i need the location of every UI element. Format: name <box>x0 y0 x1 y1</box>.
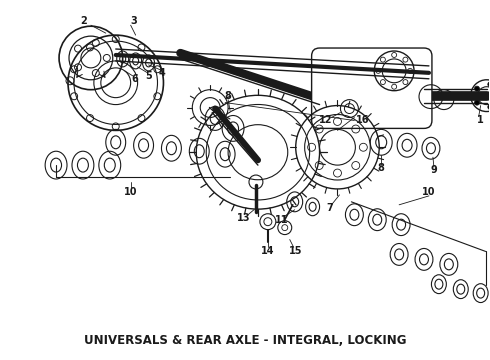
Text: 13: 13 <box>237 213 251 223</box>
Text: 14: 14 <box>261 247 274 256</box>
Text: 10: 10 <box>422 187 436 197</box>
Text: 2: 2 <box>80 16 87 26</box>
Text: 5: 5 <box>145 71 152 81</box>
Text: 3: 3 <box>130 16 137 26</box>
Text: 10: 10 <box>124 187 137 197</box>
Text: 4: 4 <box>159 68 166 78</box>
Text: 7: 7 <box>326 203 333 213</box>
Circle shape <box>488 104 490 109</box>
Text: UNIVERSALS & REAR AXLE - INTEGRAL, LOCKING: UNIVERSALS & REAR AXLE - INTEGRAL, LOCKI… <box>84 334 406 347</box>
Text: 8: 8 <box>378 163 385 173</box>
Circle shape <box>474 86 479 91</box>
Text: 11: 11 <box>275 215 289 225</box>
Text: 6: 6 <box>131 74 138 84</box>
Text: 16: 16 <box>356 116 369 126</box>
Text: 9: 9 <box>431 165 437 175</box>
Text: 1: 1 <box>477 116 484 126</box>
FancyBboxPatch shape <box>312 48 432 129</box>
Circle shape <box>474 100 479 105</box>
Text: 8: 8 <box>224 91 232 101</box>
Text: 12: 12 <box>319 116 332 126</box>
Circle shape <box>488 82 490 87</box>
Text: 15: 15 <box>289 247 302 256</box>
